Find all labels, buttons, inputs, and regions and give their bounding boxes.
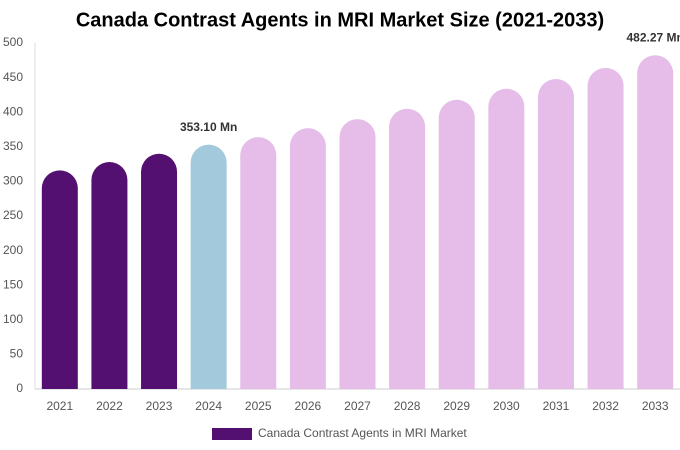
value-label: 482.27 Mn [627,30,680,44]
x-tick-label: 2028 [394,399,421,413]
x-tick-label: 2022 [96,399,123,413]
y-tick-label: 150 [3,277,23,291]
bar [438,99,475,389]
y-tick-label: 250 [3,208,23,222]
y-tick-label: 400 [3,104,23,118]
bar [537,78,574,389]
y-tick-label: 500 [3,35,23,49]
legend-swatch [212,428,252,440]
y-tick-label: 450 [3,70,23,84]
y-tick-label: 100 [3,312,23,326]
x-tick-label: 2021 [46,399,73,413]
x-tick-label: 2033 [642,399,669,413]
value-label: 353.10 Mn [180,120,237,134]
bar [289,128,326,389]
bar [41,170,78,389]
chart-title: Canada Contrast Agents in MRI Market Siz… [76,9,604,31]
bar [389,108,426,390]
x-tick-label: 2030 [493,399,520,413]
bar [240,137,277,389]
x-tick-label: 2027 [344,399,371,413]
x-tick-label: 2025 [245,399,272,413]
bar [190,144,227,389]
x-tick-label: 2026 [295,399,322,413]
y-tick-label: 200 [3,243,23,257]
x-tick-label: 2023 [146,399,173,413]
y-tick-label: 300 [3,174,23,188]
y-tick-label: 0 [16,381,23,395]
x-tick-label: 2032 [592,399,619,413]
bar [91,162,128,389]
bar [637,55,674,389]
y-tick-label: 50 [10,347,24,361]
bar [141,153,178,389]
x-tick-label: 2024 [195,399,222,413]
bar [488,88,525,389]
y-tick-label: 350 [3,139,23,153]
x-tick-label: 2029 [443,399,470,413]
bar [587,67,624,390]
x-tick-label: 2031 [543,399,570,413]
legend-label: Canada Contrast Agents in MRI Market [258,426,467,440]
bar [339,119,376,389]
